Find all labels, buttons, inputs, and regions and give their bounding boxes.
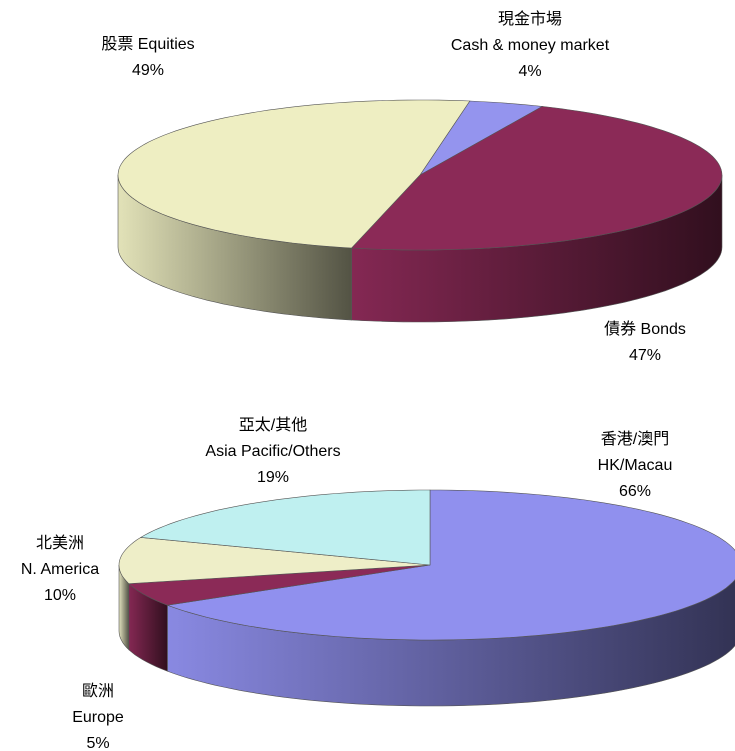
slice-label: 債券 Bonds — [604, 320, 686, 338]
slice-label: 香港/澳門 — [601, 430, 669, 448]
value-label: 49% — [132, 62, 164, 79]
slice-label: Cash & money market — [451, 37, 610, 54]
slice-label: 亞太/其他 — [239, 416, 307, 434]
slice-label: Europe — [72, 709, 124, 726]
slice — [139, 489, 431, 566]
slice-label: 股票 Equities — [101, 35, 194, 53]
slice-label: HK/Macau — [598, 457, 673, 474]
value-label: 10% — [44, 587, 76, 604]
slice-label: 歐洲 — [82, 682, 114, 700]
value-label: 66% — [619, 483, 651, 500]
slice-label: 北美洲 — [36, 534, 84, 552]
slice — [350, 106, 723, 251]
slice — [117, 99, 471, 249]
slice-label: 現金市場 — [498, 10, 562, 28]
slice — [167, 489, 735, 641]
slice-label: Asia Pacific/Others — [205, 443, 340, 460]
value-label: 5% — [86, 735, 109, 751]
value-label: 4% — [518, 63, 541, 80]
slice — [128, 564, 431, 606]
value-label: 47% — [629, 347, 661, 364]
slice — [118, 537, 431, 585]
value-label: 19% — [257, 469, 289, 486]
slice-label: N. America — [21, 561, 99, 578]
slice — [419, 100, 544, 176]
